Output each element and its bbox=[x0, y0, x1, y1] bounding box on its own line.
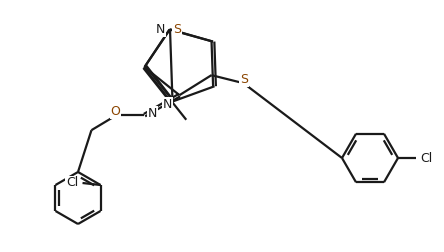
Text: Cl: Cl bbox=[420, 151, 432, 165]
Text: Cl: Cl bbox=[67, 176, 79, 190]
Text: S: S bbox=[241, 73, 249, 86]
Text: N: N bbox=[163, 98, 172, 111]
Text: O: O bbox=[111, 105, 120, 118]
Text: S: S bbox=[174, 23, 182, 36]
Text: N: N bbox=[148, 107, 157, 120]
Text: N: N bbox=[155, 23, 165, 36]
